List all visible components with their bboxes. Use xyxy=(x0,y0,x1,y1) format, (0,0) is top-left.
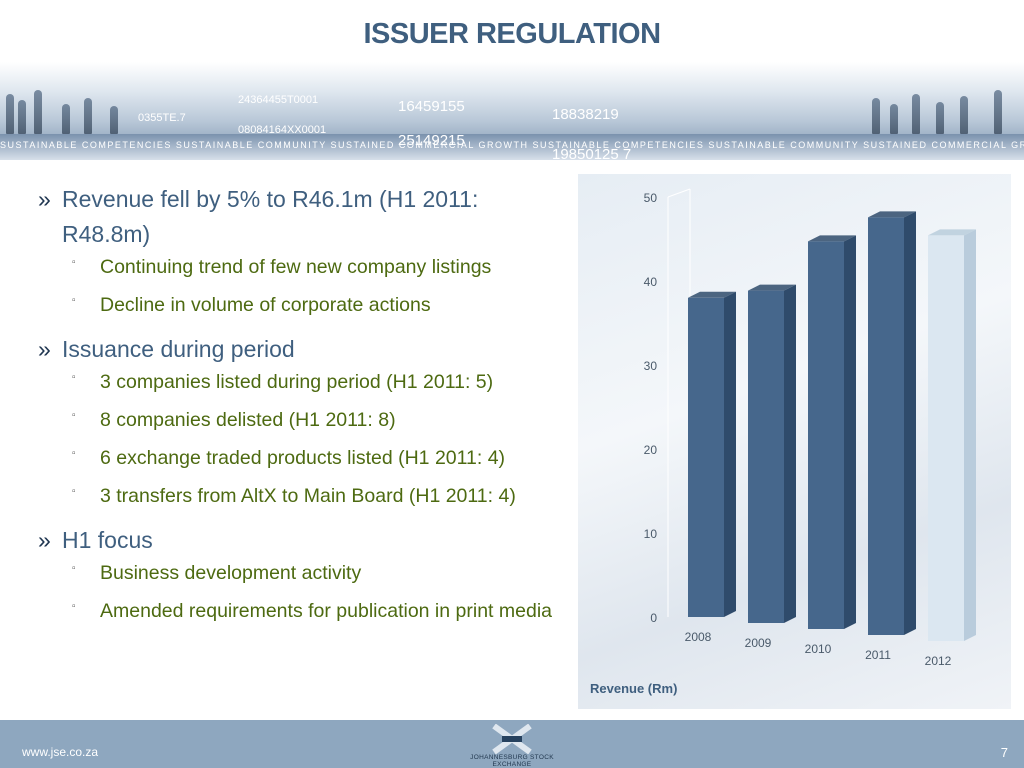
bar xyxy=(688,297,724,617)
banner-number: 08084164XX0001 xyxy=(238,124,327,136)
page-number: 7 xyxy=(1000,745,1008,760)
bar xyxy=(748,290,784,623)
y-tick-label: 40 xyxy=(644,275,658,289)
bar-side xyxy=(844,235,856,629)
x-tick-label: 2009 xyxy=(745,636,772,650)
y-tick-label: 20 xyxy=(644,443,658,457)
footer-url[interactable]: www.jse.co.za xyxy=(22,745,99,759)
bullet-item: » H1 focus xyxy=(38,527,153,553)
footer: www.jse.co.za JOHANNESBURG STOCK EXCHANG… xyxy=(0,720,1024,768)
bar-side xyxy=(904,211,916,635)
chart-svg: 0 10 20 30 40 50 2008 2009 2010 2011 2012 Revenue (… xyxy=(590,188,976,696)
banner-number: 24364455T0001 xyxy=(238,94,319,106)
bar-side xyxy=(784,284,796,623)
bar xyxy=(868,217,904,635)
y-tick-label: 30 xyxy=(644,359,658,373)
sub-bullet-item: ▫ Continuing trend of few new company lis… xyxy=(72,256,492,278)
sub-bullet-item: ▫ Decline in volume of corporate actions xyxy=(72,294,431,316)
bar xyxy=(808,241,844,629)
banner-band xyxy=(0,134,1024,160)
x-tick-label: 2012 xyxy=(925,654,952,668)
bar xyxy=(928,235,964,641)
x-tick-label: 2011 xyxy=(865,648,891,662)
x-tick-label: 2008 xyxy=(685,630,712,644)
bar-side xyxy=(964,229,976,641)
sub-bullet-item: ▫ Business development activity xyxy=(72,562,362,584)
slide-title: ISSUER REGULATION xyxy=(363,18,661,50)
logo-text: JOHANNESBURG STOCK EXCHANGE xyxy=(470,754,554,768)
jse-logo-icon xyxy=(492,724,532,754)
y-tick-label: 10 xyxy=(644,527,658,541)
sub-bullet-item: ▫ 6 exchange traded products listed (H1 2… xyxy=(72,447,506,469)
bar-top xyxy=(748,284,796,291)
bar-top xyxy=(688,291,736,298)
jse-logo: JOHANNESBURG STOCK EXCHANGE xyxy=(452,724,572,768)
sub-bullet-item: ▫ 3 companies listed during period (H1 20… xyxy=(72,371,494,393)
bar-side xyxy=(724,291,736,617)
bullet-item: » Revenue fell by 5% to R46.1m (H1 2011: … xyxy=(38,186,479,247)
revenue-chart: 0 10 20 30 40 50 2008 2009 2010 2011 2012 Revenue (… xyxy=(578,174,1011,709)
chart-axis-line xyxy=(667,188,691,198)
bullet-item: » Issuance during period xyxy=(38,336,295,362)
banner-image: SUSTAINABLE COMPETENCIES SUSTAINABLE COM… xyxy=(0,62,1024,160)
sub-bullet-item: ▫ Amended requirements for publication in… xyxy=(72,600,552,622)
banner-number: 25149215 xyxy=(398,132,465,149)
banner-number: 19850125 7 xyxy=(552,146,632,160)
sub-bullet-item: ▫ 3 transfers from AltX to Main Board (H1… xyxy=(72,485,516,507)
x-axis-label: Revenue (Rm) xyxy=(590,681,677,696)
bar-top xyxy=(928,229,976,236)
sub-bullet-item: ▫ 8 companies delisted (H1 2011: 8) xyxy=(72,409,396,431)
bullet-list: » Revenue fell by 5% to R46.1m (H1 2011: … xyxy=(38,182,568,626)
bar-top xyxy=(808,235,856,242)
banner-number: 0355TE.7 xyxy=(138,112,186,124)
banner-number: 18838219 xyxy=(552,106,619,123)
banner-ticker: SUSTAINABLE COMPETENCIES SUSTAINABLE COM… xyxy=(0,140,1024,150)
y-tick-label: 50 xyxy=(644,191,658,205)
y-tick-label: 0 xyxy=(650,611,657,625)
banner-number: 16459155 xyxy=(398,98,465,115)
x-tick-label: 2010 xyxy=(805,642,832,656)
bar-top xyxy=(868,211,916,218)
